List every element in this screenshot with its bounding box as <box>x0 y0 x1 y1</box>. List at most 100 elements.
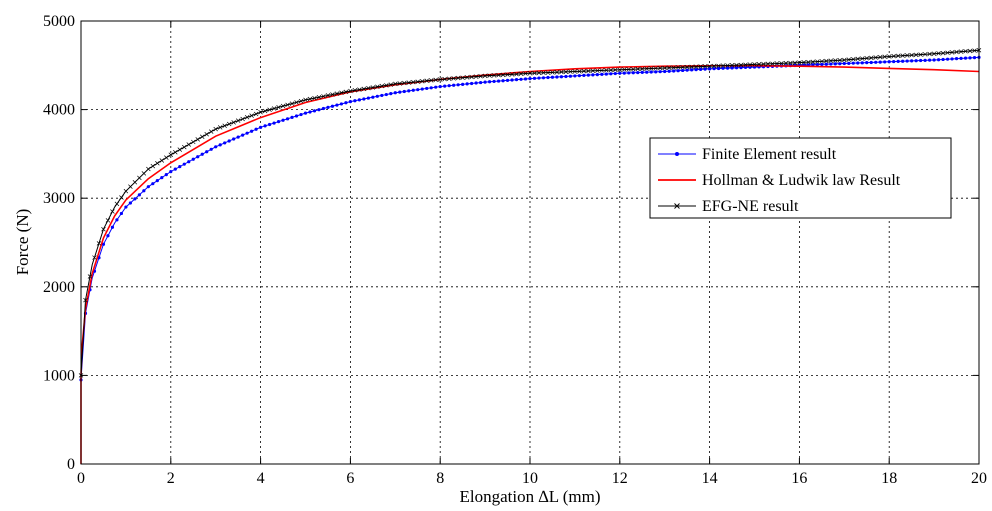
data-point <box>532 70 537 76</box>
data-point <box>371 95 375 99</box>
data-point <box>801 60 807 65</box>
data-point <box>415 79 420 84</box>
data-point <box>397 81 403 86</box>
data-point <box>325 93 331 98</box>
data-point <box>285 117 290 121</box>
data-point <box>119 195 124 200</box>
data-point <box>756 61 762 67</box>
data-point <box>959 56 963 60</box>
data-point <box>815 62 819 67</box>
data-point <box>402 89 406 94</box>
data-point <box>433 77 438 83</box>
data-point <box>914 59 918 63</box>
data-point <box>339 90 344 96</box>
data-point <box>936 58 941 62</box>
data-point <box>316 94 322 100</box>
x-tick-label: 10 <box>522 470 538 487</box>
data-point <box>182 144 187 150</box>
data-point <box>106 234 110 238</box>
data-point <box>479 80 483 85</box>
data-point <box>407 89 411 93</box>
data-point <box>442 76 447 82</box>
data-point <box>559 69 564 75</box>
data-point <box>586 73 590 77</box>
data-point <box>931 51 937 57</box>
data-point <box>779 61 784 66</box>
data-point <box>375 94 379 98</box>
data-point <box>577 69 582 74</box>
data-point <box>559 75 564 79</box>
data-point <box>128 184 133 189</box>
legend-label: Finite Element result <box>702 146 837 163</box>
data-point <box>298 98 304 104</box>
data-point <box>195 137 200 142</box>
data-point <box>824 62 828 66</box>
data-point <box>155 161 160 166</box>
data-point <box>564 74 568 79</box>
data-point <box>200 152 204 156</box>
data-point <box>393 91 397 95</box>
data-point <box>950 57 954 61</box>
data-point <box>586 68 591 74</box>
data-point <box>514 71 519 77</box>
data-point <box>501 79 505 83</box>
data-point <box>250 129 254 133</box>
data-point <box>299 112 303 117</box>
data-point <box>663 69 667 74</box>
data-point <box>882 54 887 60</box>
data-point <box>609 72 613 76</box>
data-point <box>829 62 833 66</box>
data-point <box>945 50 950 55</box>
data-point <box>761 61 766 67</box>
data-point <box>648 66 654 71</box>
data-point <box>178 165 182 169</box>
data-point <box>591 73 595 77</box>
data-point <box>716 66 721 71</box>
data-point <box>815 59 820 64</box>
data-point <box>182 162 186 166</box>
data-point <box>204 131 209 137</box>
data-point <box>510 78 514 82</box>
data-point <box>470 81 474 86</box>
data-point <box>528 76 532 81</box>
data-point <box>774 61 780 66</box>
data-point <box>657 65 663 71</box>
data-point <box>348 100 352 104</box>
data-point <box>196 155 200 159</box>
data-point <box>708 67 712 71</box>
data-point <box>666 65 672 71</box>
data-point <box>904 53 910 58</box>
data-point <box>622 71 626 75</box>
data-point <box>684 64 690 70</box>
data-point <box>105 218 111 223</box>
legend-label: EFG-NE result <box>702 198 799 215</box>
data-point <box>205 150 209 154</box>
data-point <box>595 68 600 73</box>
data-point <box>725 63 730 68</box>
data-point <box>874 60 878 64</box>
data-point <box>406 80 412 85</box>
data-point <box>164 173 168 177</box>
legend-item: Finite Element result <box>658 146 837 163</box>
data-point <box>563 69 569 75</box>
data-point <box>245 131 249 135</box>
x-tick-label: 16 <box>791 470 807 487</box>
data-point <box>474 81 478 85</box>
data-point <box>496 72 501 78</box>
data-point <box>743 62 748 68</box>
data-point <box>765 61 771 67</box>
data-point <box>473 74 479 79</box>
data-point <box>456 83 460 87</box>
data-point <box>160 176 164 180</box>
series-3 <box>78 47 982 378</box>
data-point <box>505 72 510 77</box>
data-point <box>281 118 285 122</box>
data-point <box>469 74 474 80</box>
data-point <box>572 69 578 74</box>
data-point <box>191 157 195 161</box>
data-point <box>635 66 641 72</box>
data-point <box>675 65 681 70</box>
data-point <box>927 51 932 57</box>
data-point <box>667 69 671 73</box>
data-point <box>518 71 524 77</box>
